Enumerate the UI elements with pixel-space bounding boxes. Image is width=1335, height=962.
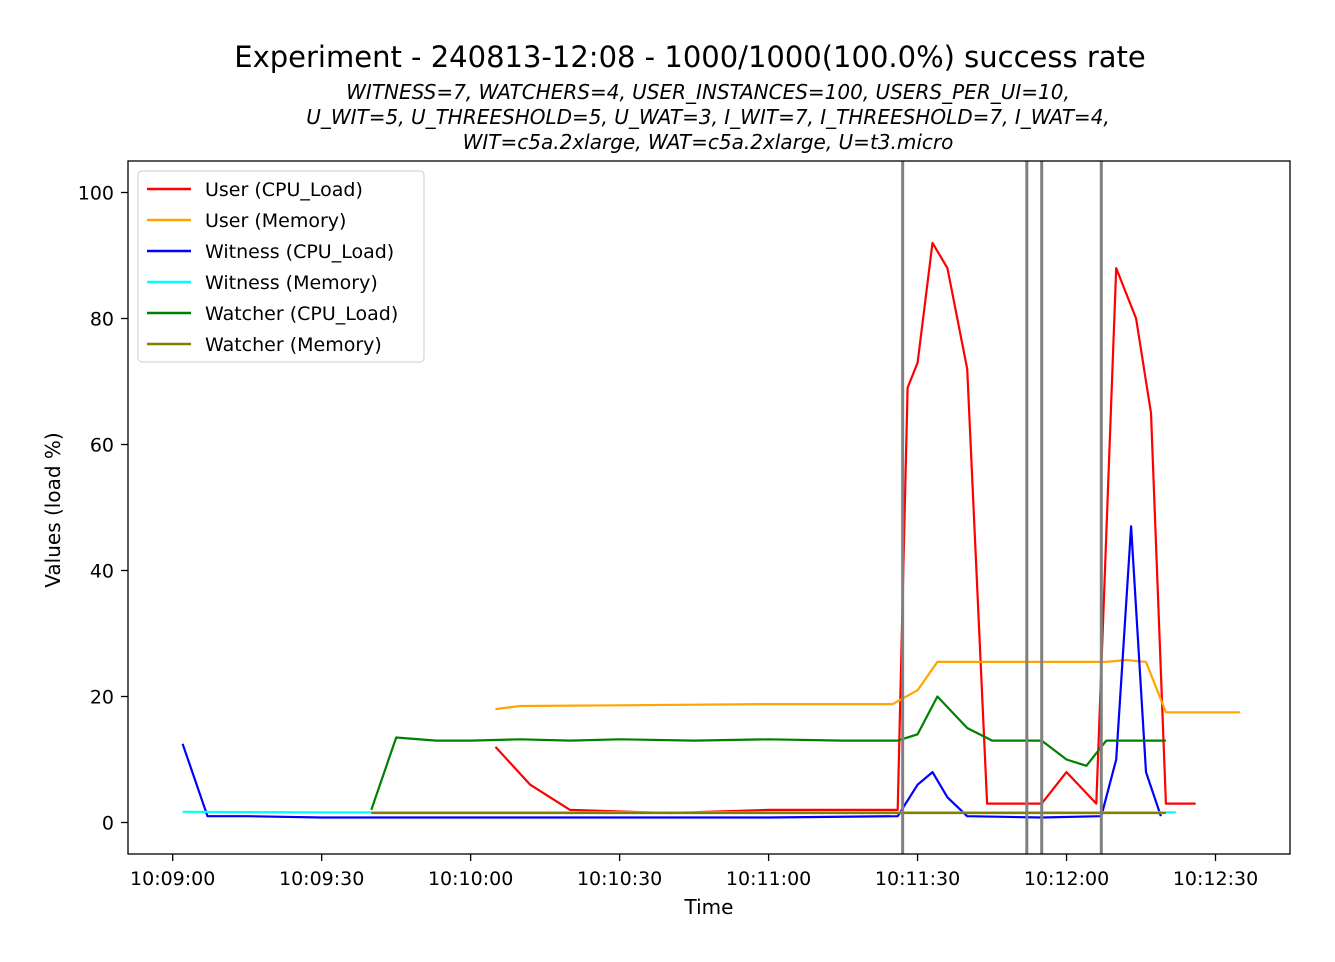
legend-label-0: User (CPU_Load)	[205, 179, 363, 201]
y-tick-label: 40	[90, 561, 114, 583]
x-tick-label: 10:11:00	[726, 868, 811, 890]
x-tick-label: 10:10:00	[428, 868, 513, 890]
x-tick-label: 10:12:00	[1024, 868, 1109, 890]
y-tick-label: 20	[90, 687, 114, 709]
x-axis: 10:09:00 10:09:30 10:10:00 10:10:30 10:11:00…	[130, 854, 1258, 890]
chart-title: Experiment - 240813-12:08 - 1000/1000(10…	[234, 40, 1145, 74]
y-tick-label: 80	[90, 309, 114, 331]
series-line-1	[495, 658, 1241, 714]
y-tick-label: 0	[102, 813, 114, 835]
legend-box	[137, 170, 425, 363]
x-tick-label: 10:09:30	[279, 868, 364, 890]
x-axis-label: Time	[684, 895, 734, 919]
series-line-2	[181, 525, 1162, 819]
legend: User (CPU_Load) User (Memory) Witness (CPU…	[137, 170, 425, 363]
chart-subtitle-line-1: WITNESS=7, WATCHERS=4, USER_INSTANCES=10…	[346, 80, 1070, 104]
chart-subtitle-line-2: U_WIT=5, U_THREESHOLD=5, U_WAT=3, I_WIT=…	[306, 105, 1110, 129]
x-tick-label: 10:12:30	[1173, 868, 1258, 890]
y-tick-label: 100	[78, 183, 114, 205]
x-tick-label: 10:10:30	[577, 868, 662, 890]
y-tick-label: 60	[90, 435, 114, 457]
legend-label-5: Watcher (Memory)	[205, 334, 382, 356]
legend-label-3: Witness (Memory)	[205, 272, 378, 294]
x-tick-label: 10:11:30	[875, 868, 960, 890]
y-axis-label: Values (load %)	[41, 432, 65, 587]
plot-frame	[127, 160, 1291, 855]
event-marker-layer	[901, 161, 1103, 854]
series-layer	[181, 241, 1241, 819]
legend-label-1: User (Memory)	[205, 210, 346, 232]
x-tick-label: 10:09:00	[130, 868, 215, 890]
legend-label-2: Witness (CPU_Load)	[205, 241, 394, 263]
series-line-4	[370, 695, 1166, 811]
chart-subtitle-line-3: WIT=c5a.2xlarge, WAT=c5a.2xlarge, U=t3.m…	[463, 130, 954, 154]
series-line-0	[494, 241, 1196, 815]
y-axis: 0 20 40 60 80 100	[78, 183, 128, 835]
legend-label-4: Watcher (CPU_Load)	[205, 303, 398, 325]
